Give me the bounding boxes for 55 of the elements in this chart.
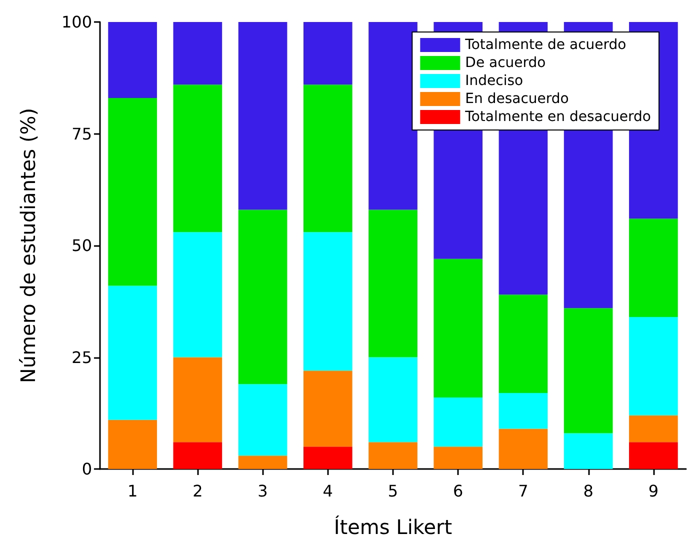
bar [238,456,288,469]
bar [238,210,288,384]
x-tick-label: 3 [258,482,268,500]
bar [238,22,288,210]
y-axis-title: Número de estudiantes (%) [16,108,40,384]
x-tick-label: 6 [453,482,464,500]
x-tick-label: 4 [322,482,333,500]
bar [303,84,352,232]
x-tick-label: 7 [518,482,528,500]
bar [173,442,222,469]
y-tick-label: 0 [82,460,92,478]
bar [434,446,483,469]
bar [108,420,157,469]
bar [173,84,222,232]
bar [629,415,678,442]
bar [498,294,548,394]
bar [368,442,418,469]
bar [498,393,548,429]
bar [564,433,613,469]
bar [108,98,157,286]
bar [368,22,418,210]
bar [173,22,222,85]
bar [303,22,352,85]
bar [629,218,678,318]
bar [173,357,222,442]
bar [368,210,418,358]
x-axis-title: Ítems Likert [334,515,452,539]
legend-label: En desacuerdo [465,91,569,107]
bar [303,446,352,469]
x-tick-label: 9 [648,482,659,500]
bar [173,232,222,358]
x-tick-label: 1 [127,482,138,500]
bar [434,258,483,398]
y-tick-label: 75 [72,124,92,144]
legend-label: De acuerdo [465,55,546,71]
bar [629,317,678,416]
bar [368,357,418,442]
x-tick-label: 8 [583,482,594,500]
bar [564,308,613,434]
bar [303,370,352,447]
bar [238,384,288,456]
bar [303,232,352,371]
bar [108,22,157,98]
x-tick-label: 2 [192,482,203,500]
legend-label: Totalmente en desacuerdo [464,109,651,125]
legend-label: Totalmente de acuerdo [464,37,626,53]
y-tick-label: 100 [61,12,92,32]
y-tick-label: 50 [72,236,92,255]
x-tick-label: 5 [388,482,398,500]
y-tick-label: 25 [72,348,92,367]
bar [629,442,678,469]
legend-label: Indeciso [465,73,524,89]
bar [498,428,548,469]
bar [108,286,157,420]
bar [434,397,483,447]
